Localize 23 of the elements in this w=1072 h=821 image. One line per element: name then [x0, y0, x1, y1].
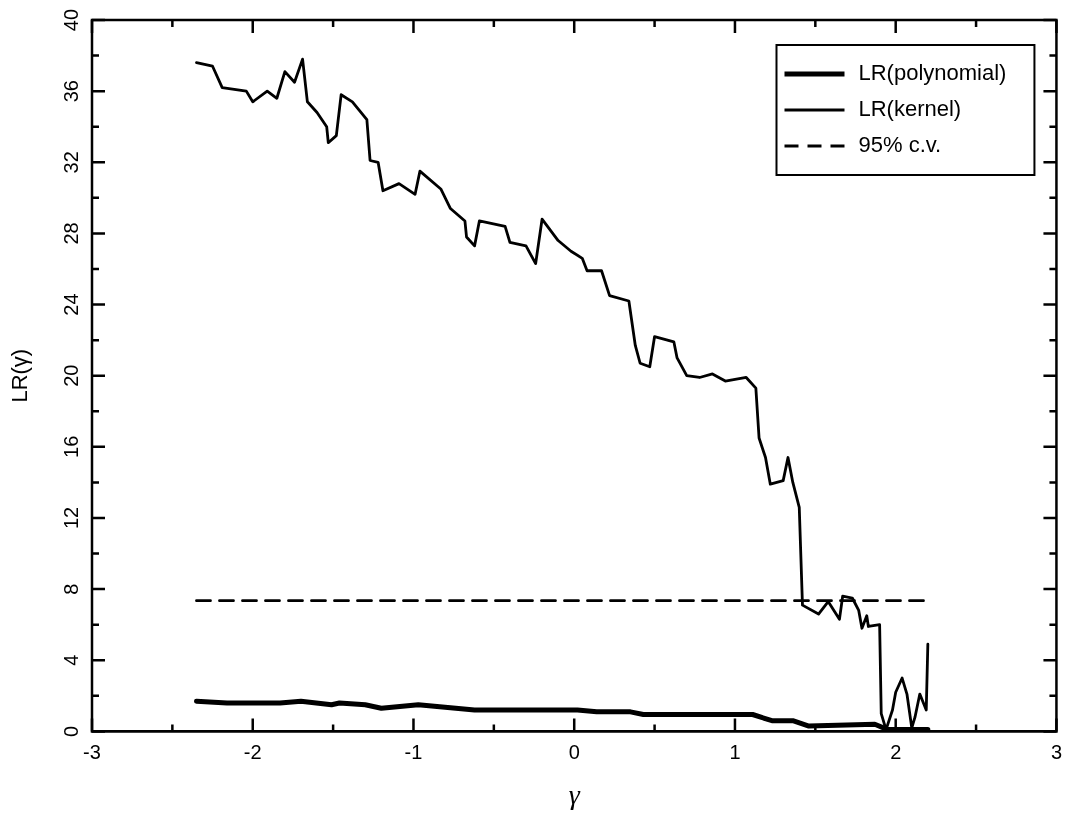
y-tick-label: 24 [59, 293, 82, 316]
x-tick-label: 1 [729, 740, 741, 763]
x-tick-label: 0 [568, 740, 580, 763]
y-tick-label: 8 [59, 583, 82, 595]
legend-label: 95% c.v. [858, 132, 942, 158]
y-tick-label: 36 [59, 80, 82, 103]
legend-label: LR(polynomial) [858, 60, 1007, 86]
y-tick-label: 16 [59, 435, 82, 458]
y-tick-label: 32 [59, 151, 82, 174]
x-tick-label: 2 [890, 740, 902, 763]
x-tick-label: -3 [83, 740, 101, 763]
x-axis-title: γ [568, 778, 581, 810]
x-tick-label: 3 [1050, 740, 1062, 763]
y-tick-label: 12 [59, 506, 82, 530]
y-tick-label: 20 [59, 364, 82, 387]
y-tick-label: 28 [59, 222, 82, 245]
x-tick-label: -2 [243, 740, 262, 763]
y-tick-label: 4 [59, 654, 82, 666]
y-tick-label: 40 [59, 8, 82, 32]
x-tick-label: -1 [404, 740, 423, 763]
legend-label: LR(kernel) [858, 96, 962, 122]
y-axis-title: LR(γ) [7, 348, 33, 403]
y-tick-label: 0 [59, 725, 82, 737]
